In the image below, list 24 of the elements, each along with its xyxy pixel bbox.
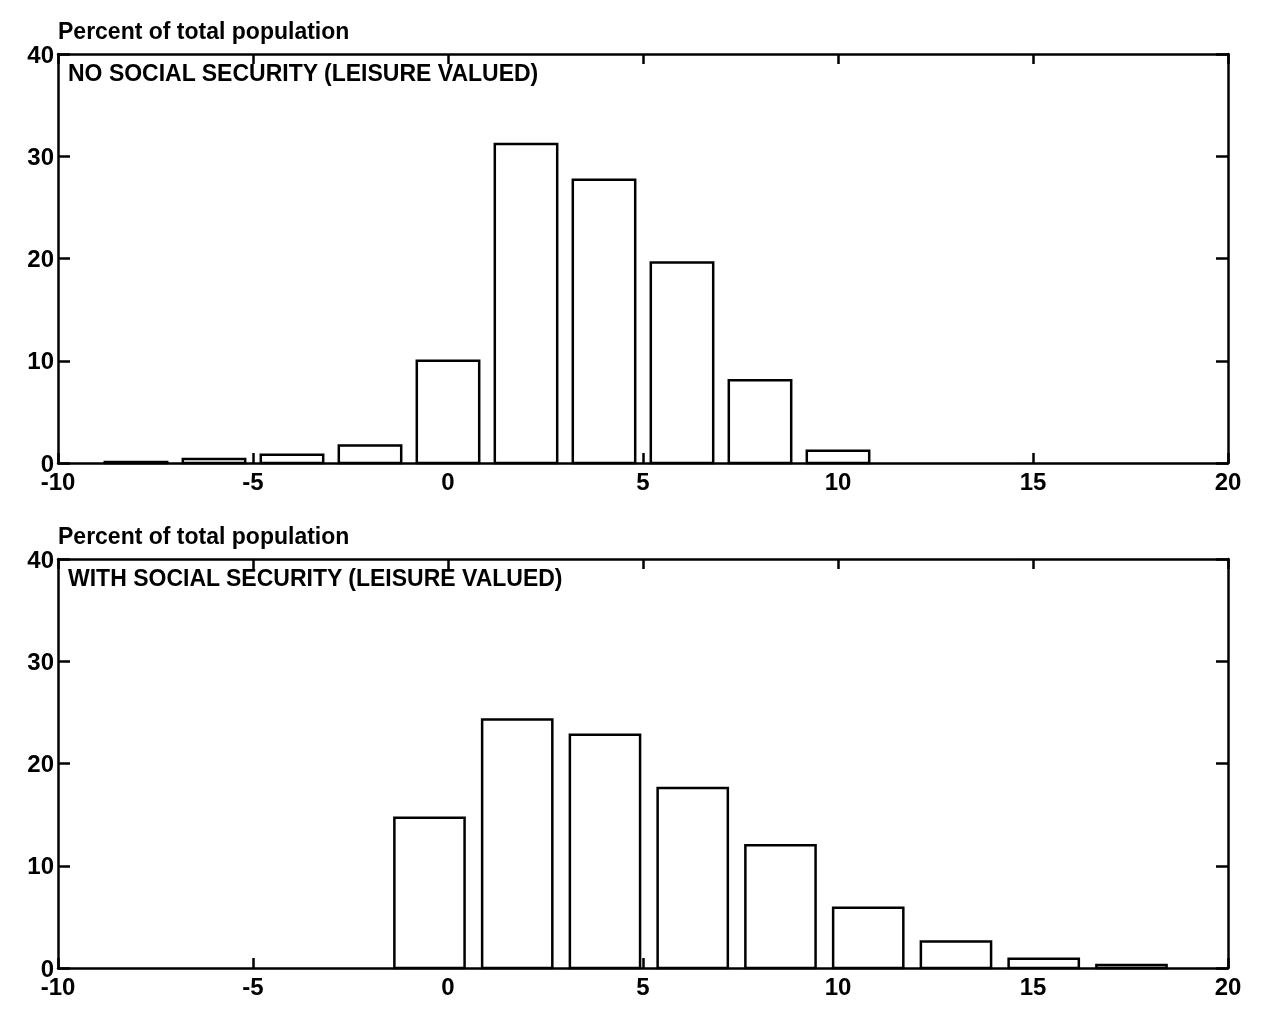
y-tick-label: 40 xyxy=(27,545,54,573)
chart-title: WITH SOCIAL SECURITY (LEISURE VALUED) xyxy=(68,564,563,591)
y-axis-title: Percent of total population xyxy=(58,522,350,549)
y-tick-label: 10 xyxy=(27,347,54,375)
y-tick-label: 30 xyxy=(27,647,54,675)
y-tick-label: 10 xyxy=(27,852,54,880)
y-tick-label: 30 xyxy=(27,142,54,170)
x-tick-label: -5 xyxy=(242,972,264,1000)
x-tick-label: 10 xyxy=(824,972,852,1000)
x-tick-label: 10 xyxy=(824,467,852,495)
x-tick-label: -5 xyxy=(242,467,264,495)
x-tick-label: 5 xyxy=(636,972,650,1000)
x-tick-label: 0 xyxy=(441,467,455,495)
y-tick-label: 20 xyxy=(27,750,54,777)
y-tick-label: 40 xyxy=(27,40,54,68)
y-axis-title: Percent of total population xyxy=(58,17,350,44)
x-tick-label: 5 xyxy=(636,467,650,495)
chart-title: NO SOCIAL SECURITY (LEISURE VALUED) xyxy=(68,59,539,86)
x-tick-label: 15 xyxy=(1019,972,1047,1000)
y-tick-label: 20 xyxy=(27,245,54,272)
x-tick-label: 20 xyxy=(1214,467,1242,495)
x-tick-label: 20 xyxy=(1214,972,1242,1000)
x-tick-label: 15 xyxy=(1019,467,1047,495)
x-tick-label: 0 xyxy=(441,972,455,1000)
